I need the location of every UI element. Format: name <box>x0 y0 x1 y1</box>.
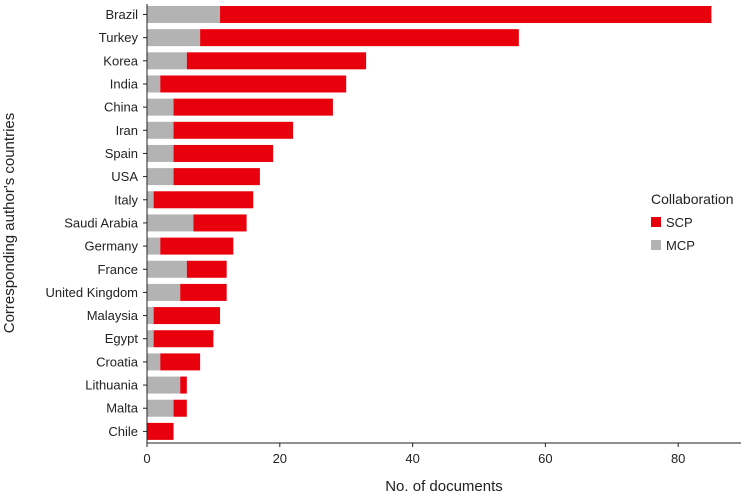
x-tick-label: 40 <box>405 451 419 466</box>
bar-mcp-croatia <box>147 353 161 371</box>
legend: Collaboration SCP MCP <box>651 191 734 253</box>
bar-scp-brazil <box>220 6 712 23</box>
bar-scp-chile <box>147 422 174 440</box>
bar-scp-malaysia <box>153 307 221 325</box>
y-tick-label: Malaysia <box>87 308 139 323</box>
legend-swatch-mcp <box>651 240 661 250</box>
bar-mcp-china <box>147 98 174 116</box>
legend-label-scp: SCP <box>666 215 693 230</box>
y-tick-label: France <box>98 262 138 277</box>
y-tick-label: Spain <box>105 146 138 161</box>
y-axis-title: Corresponding author's countries <box>1 113 18 334</box>
bar-scp-croatia <box>160 353 201 371</box>
bar-scp-italy <box>153 191 254 209</box>
y-tick-label: Italy <box>114 192 138 207</box>
y-tick-label: Malta <box>106 401 139 416</box>
x-tick-label: 20 <box>273 451 287 466</box>
bar-scp-spain <box>173 144 274 162</box>
bar-mcp-spain <box>147 144 174 162</box>
bar-scp-usa <box>173 168 260 186</box>
y-tick-label: Croatia <box>96 354 139 369</box>
y-tick-label: Germany <box>85 239 139 254</box>
bar-mcp-saudi-arabia <box>147 214 194 232</box>
bar-scp-lithuania <box>180 376 187 394</box>
x-tick-label: 0 <box>143 451 150 466</box>
bar-scp-malta <box>173 399 187 417</box>
country-labels: Brazil Turkey Korea India China Iran Spain USA I… <box>46 7 147 439</box>
axes <box>146 4 741 444</box>
bar-scp-turkey <box>200 29 519 47</box>
legend-swatch-scp <box>651 217 661 227</box>
bar-mcp-united-kingdom <box>147 283 181 301</box>
bar-mcp-germany <box>147 237 161 255</box>
y-tick-label: Brazil <box>105 7 138 22</box>
y-tick-label: Egypt <box>105 331 139 346</box>
x-axis-title: No. of documents <box>385 478 503 495</box>
legend-label-mcp: MCP <box>666 238 695 253</box>
y-tick-label: United Kingdom <box>46 285 139 300</box>
x-tick-label: 60 <box>538 451 552 466</box>
bar-scp-korea <box>186 52 367 70</box>
bar-mcp-turkey <box>147 29 201 47</box>
bar-mcp-italy <box>147 191 154 209</box>
bars-group <box>147 6 712 440</box>
bar-mcp-france <box>147 260 187 278</box>
y-tick-label: Chile <box>108 424 138 439</box>
bar-scp-saudi-arabia <box>193 214 247 232</box>
bar-mcp-korea <box>147 52 187 70</box>
y-tick-label: China <box>104 100 139 115</box>
bar-mcp-egypt <box>147 330 154 348</box>
bar-scp-india <box>160 75 347 93</box>
y-tick-label: India <box>110 76 139 91</box>
y-tick-label: Iran <box>116 123 138 138</box>
legend-title: Collaboration <box>651 191 734 207</box>
x-ticks: 0 20 40 60 80 <box>143 443 685 466</box>
bar-scp-united-kingdom <box>180 283 227 301</box>
bar-scp-france <box>186 260 227 278</box>
bar-mcp-brazil <box>147 6 221 23</box>
bar-mcp-usa <box>147 168 174 186</box>
bar-scp-china <box>173 98 333 116</box>
y-tick-label: Korea <box>103 53 138 68</box>
bar-mcp-malaysia <box>147 307 154 325</box>
bar-mcp-lithuania <box>147 376 181 394</box>
y-tick-label: USA <box>111 169 138 184</box>
bar-scp-egypt <box>153 330 214 348</box>
bar-mcp-malta <box>147 399 174 417</box>
y-tick-label: Turkey <box>99 30 139 45</box>
bar-mcp-india <box>147 75 161 93</box>
bar-scp-germany <box>160 237 234 255</box>
y-tick-label: Saudi Arabia <box>64 215 138 230</box>
y-tick-label: Lithuania <box>85 378 139 393</box>
x-tick-label: 80 <box>671 451 685 466</box>
bar-scp-iran <box>173 121 294 139</box>
bar-mcp-iran <box>147 121 174 139</box>
